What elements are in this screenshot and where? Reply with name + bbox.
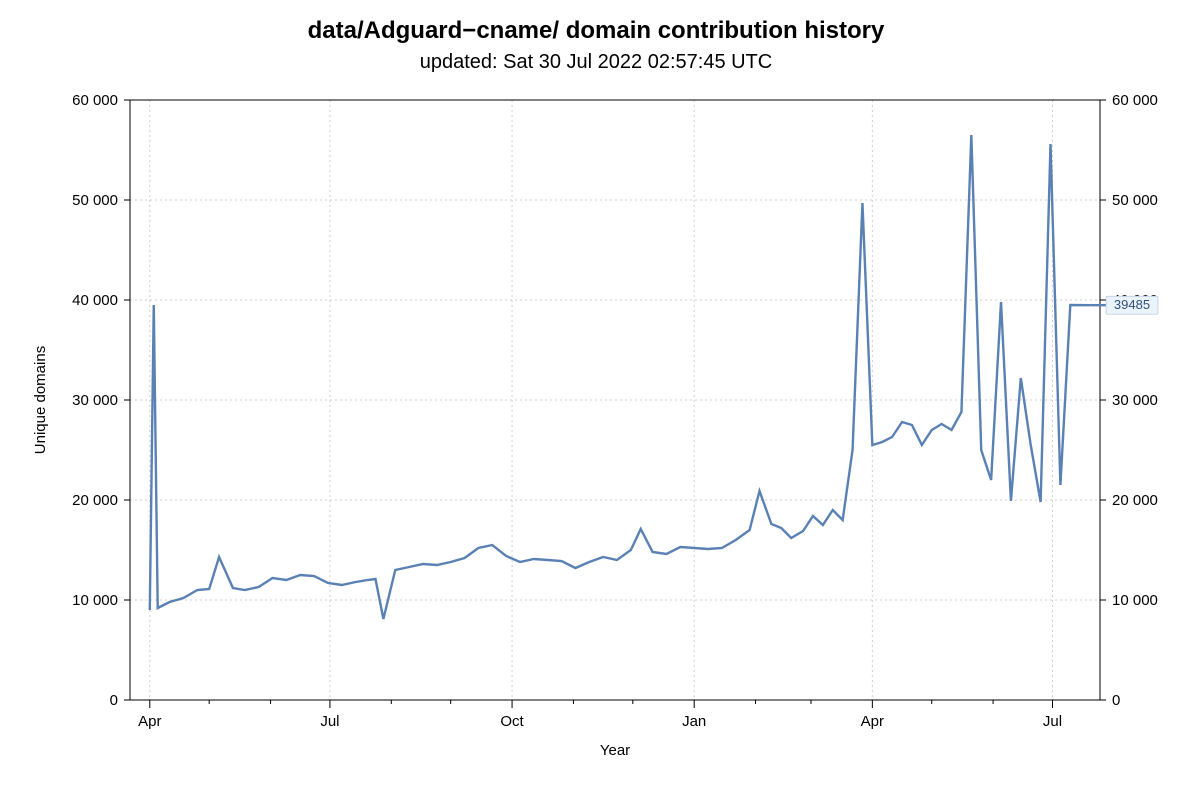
y-tick-label: 10 000 [72, 592, 118, 609]
y-tick-label-right: 50 000 [1112, 192, 1158, 209]
x-tick-label: Jan [682, 713, 706, 730]
y-tick-label: 40 000 [72, 292, 118, 309]
chart-container: data/Adguard−cname/ domain contribution … [0, 0, 1192, 798]
y-tick-label: 50 000 [72, 192, 118, 209]
y-tick-label: 0 [110, 692, 118, 709]
y-tick-label-right: 0 [1112, 692, 1120, 709]
y-tick-label: 30 000 [72, 392, 118, 409]
x-tick-label: Jul [320, 713, 339, 730]
y-tick-label-right: 60 000 [1112, 92, 1158, 109]
end-label-text: 39485 [1114, 297, 1150, 312]
chart-subtitle: updated: Sat 30 Jul 2022 02:57:45 UTC [420, 51, 772, 73]
y-tick-label-right: 30 000 [1112, 392, 1158, 409]
y-tick-label: 60 000 [72, 92, 118, 109]
y-tick-label-right: 10 000 [1112, 592, 1158, 609]
y-tick-label: 20 000 [72, 492, 118, 509]
x-tick-label: Oct [500, 713, 524, 730]
y-axis-label: Unique domains [32, 346, 49, 454]
chart-svg: data/Adguard−cname/ domain contribution … [0, 0, 1192, 798]
chart-background [0, 0, 1192, 798]
y-tick-label-right: 20 000 [1112, 492, 1158, 509]
x-tick-label: Apr [138, 713, 161, 730]
x-axis-label: Year [600, 742, 630, 759]
x-tick-label: Jul [1043, 713, 1062, 730]
x-tick-label: Apr [861, 713, 884, 730]
chart-title: data/Adguard−cname/ domain contribution … [308, 17, 885, 44]
